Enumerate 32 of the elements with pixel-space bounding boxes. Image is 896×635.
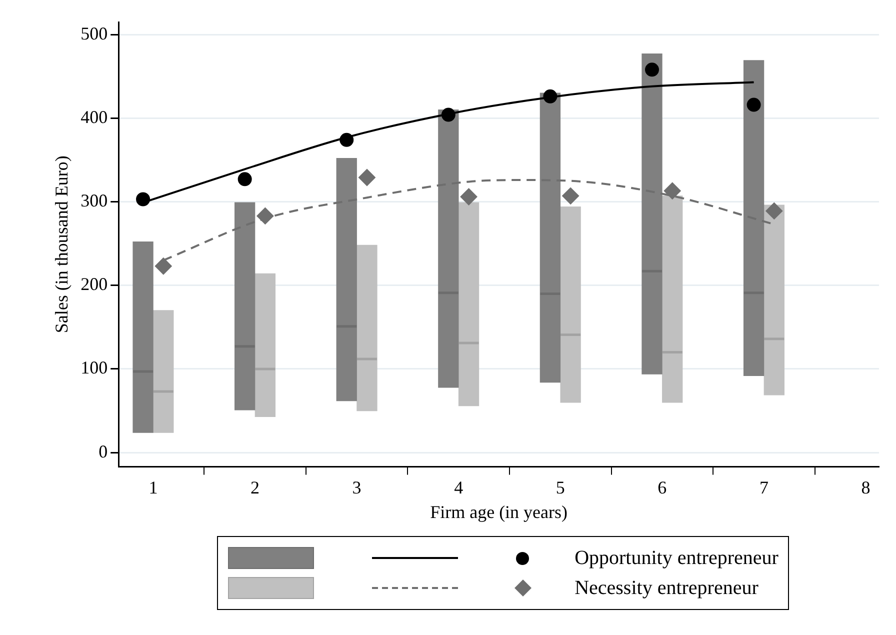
point bbox=[136, 192, 150, 206]
x-axis-title: Firm age (in years) bbox=[430, 502, 568, 522]
x-tick-label: 1 bbox=[148, 477, 158, 498]
point bbox=[238, 172, 252, 186]
legend-label: Necessity entrepreneur bbox=[574, 576, 758, 600]
point bbox=[746, 98, 761, 112]
x-tick-label: 3 bbox=[352, 477, 362, 498]
y-tick-label: 200 bbox=[80, 274, 108, 294]
x-tick-label: 6 bbox=[658, 477, 667, 498]
y-tick-label: 500 bbox=[80, 23, 108, 44]
y-tick-label: 100 bbox=[80, 358, 108, 378]
point bbox=[460, 188, 478, 206]
point bbox=[664, 182, 681, 200]
legend-label: Opportunity entrepreneur bbox=[574, 546, 778, 570]
point bbox=[256, 207, 274, 224]
point bbox=[766, 202, 783, 220]
x-tick-label: 7 bbox=[759, 477, 768, 498]
x-tick-label: 4 bbox=[454, 477, 464, 498]
point bbox=[562, 187, 580, 204]
y-tick-label: 400 bbox=[80, 106, 108, 127]
y-axis-title: Sales (in thousand Euro) bbox=[52, 156, 72, 334]
x-tick-label: 5 bbox=[556, 477, 565, 498]
point bbox=[441, 108, 456, 122]
point bbox=[543, 89, 558, 104]
y-tick-label: 0 bbox=[98, 441, 108, 462]
point bbox=[358, 169, 376, 186]
point bbox=[340, 132, 354, 147]
point bbox=[154, 258, 172, 275]
x-tick-label: 2 bbox=[250, 477, 260, 498]
point bbox=[645, 62, 659, 77]
x-tick-label: 8 bbox=[861, 477, 870, 498]
y-tick-label: 300 bbox=[80, 190, 108, 210]
